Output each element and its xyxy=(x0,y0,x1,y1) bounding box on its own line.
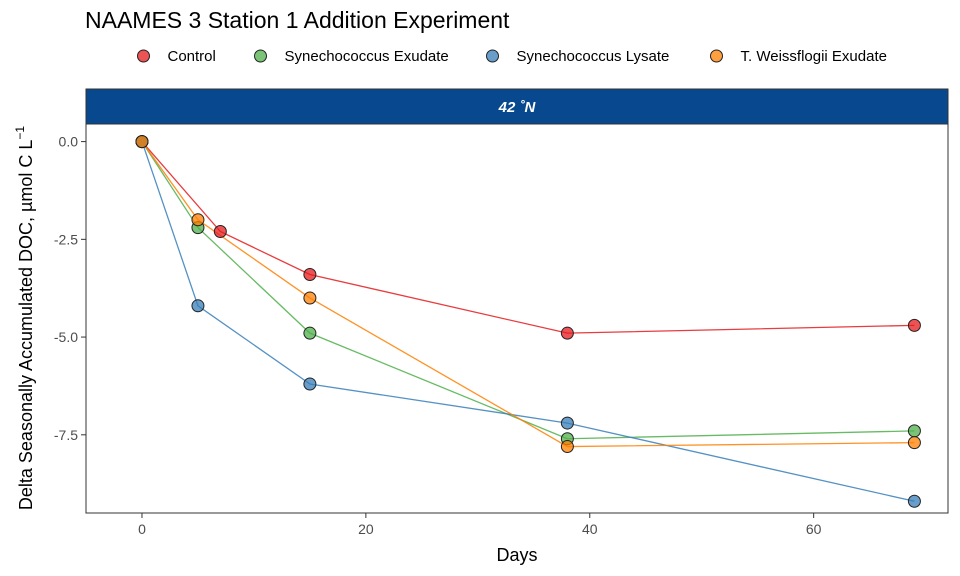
y-axis-title: Delta Seasonally Accumulated DOC, µmol C… xyxy=(13,126,36,511)
data-point-control xyxy=(213,225,227,239)
y-tick-label: 0.0 xyxy=(59,134,79,150)
data-point-t-weissflogii-exudate xyxy=(135,135,149,149)
chart-title: NAAMES 3 Station 1 Addition Experiment xyxy=(85,7,510,33)
plot-panel xyxy=(85,123,949,514)
legend-label-synechococcus-lysate: Synechococcus Lysate xyxy=(517,48,670,65)
data-point-t-weissflogii-exudate xyxy=(560,440,574,454)
x-tick-label: 20 xyxy=(358,521,374,537)
data-point-synechococcus-lysate xyxy=(907,494,921,508)
y-tick-label: -7.5 xyxy=(54,427,78,443)
y-axis-title-main: Delta Seasonally Accumulated DOC, µmol C… xyxy=(16,140,36,511)
data-point-t-weissflogii-exudate xyxy=(191,213,205,227)
facet-strip: 42 ˚N xyxy=(85,88,949,125)
legend-key-t-weissflogii-exudate xyxy=(710,49,723,63)
data-point-control xyxy=(560,326,574,340)
x-axis-title: Days xyxy=(496,545,537,565)
legend-key-synechococcus-exudate xyxy=(254,49,267,63)
data-point-synechococcus-exudate xyxy=(303,326,317,340)
data-point-synechococcus-exudate xyxy=(907,424,921,438)
data-point-synechococcus-lysate xyxy=(303,377,317,391)
y-axis: 0.0 -2.5 -5.0 -7.5 xyxy=(54,134,86,443)
data-point-control xyxy=(907,318,921,332)
x-axis: 0 20 40 60 xyxy=(138,513,822,537)
y-axis-title-superscript: −1 xyxy=(13,126,27,140)
data-point-synechococcus-lysate xyxy=(191,299,205,313)
legend-label-synechococcus-exudate: Synechococcus Exudate xyxy=(285,48,449,65)
data-point-t-weissflogii-exudate xyxy=(303,291,317,305)
legend-key-synechococcus-lysate xyxy=(486,49,499,63)
legend-key-control xyxy=(137,49,150,63)
series-points xyxy=(135,135,921,508)
y-tick-label: -2.5 xyxy=(54,231,78,247)
x-tick-label: 0 xyxy=(138,521,146,537)
legend: Control Synechococcus Exudate Synechococcu… xyxy=(137,48,887,65)
facet-label: 42 ˚N xyxy=(498,99,537,116)
y-tick-label: -5.0 xyxy=(54,329,78,345)
legend-label-t-weissflogii-exudate: T. Weissflogii Exudate xyxy=(741,48,887,65)
data-point-control xyxy=(303,268,317,282)
x-tick-label: 60 xyxy=(806,521,822,537)
legend-label-control: Control xyxy=(168,48,216,65)
x-tick-label: 40 xyxy=(582,521,598,537)
facet-strip-background xyxy=(85,88,949,125)
data-point-t-weissflogii-exudate xyxy=(907,436,921,450)
data-point-synechococcus-lysate xyxy=(560,416,574,430)
